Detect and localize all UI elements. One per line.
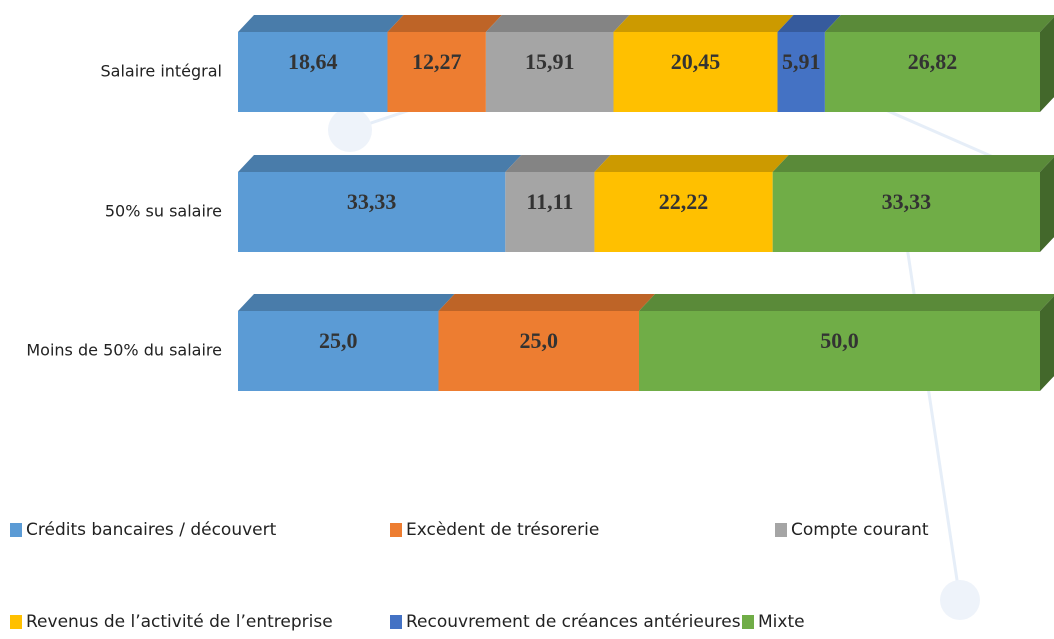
data-label: 12,27: [412, 49, 462, 74]
legend-swatch: [10, 615, 22, 629]
data-label: 11,11: [526, 189, 573, 214]
bar: [438, 311, 639, 391]
data-label: 50,0: [820, 328, 859, 353]
bar-top: [824, 15, 1054, 32]
bar-top: [438, 294, 655, 311]
data-label: 18,64: [288, 49, 338, 74]
data-label: 33,33: [882, 189, 932, 214]
bar-side: [1040, 296, 1054, 391]
legend-swatch: [775, 523, 787, 537]
bar-top: [505, 155, 611, 172]
data-label: 25,0: [319, 328, 358, 353]
legend-swatch: [742, 615, 754, 629]
legend-label: Revenus de l’activité de l’entreprise: [26, 612, 333, 632]
data-label: 26,82: [908, 49, 958, 74]
bar-side: [1040, 157, 1054, 252]
bar: [772, 172, 1040, 252]
legend-swatch: [10, 523, 22, 537]
category-label: Moins de 50% du salaire: [26, 341, 222, 360]
data-label: 20,45: [671, 49, 721, 74]
legend-label: Mixte: [758, 612, 805, 632]
data-label: 5,91: [782, 49, 821, 74]
bar: [613, 32, 778, 112]
bar: [505, 172, 595, 252]
bar: [777, 32, 825, 112]
data-label: 33,33: [347, 189, 397, 214]
bar: [824, 32, 1040, 112]
legend-label: Recouvrement de créances antérieures: [406, 612, 741, 632]
bg-line: [898, 199, 962, 601]
bar-top: [238, 15, 404, 32]
bar-top: [238, 294, 455, 311]
bar-top: [387, 15, 502, 32]
bar: [639, 311, 1040, 391]
legend-label: Excèdent de trésorerie: [406, 520, 599, 540]
bar: [387, 32, 486, 112]
data-label: 15,91: [525, 49, 575, 74]
bar: [594, 172, 773, 252]
bar-top: [613, 15, 794, 32]
bar-top: [772, 155, 1054, 172]
bar-top: [485, 15, 630, 32]
legend-swatch: [390, 523, 402, 537]
data-label: 22,22: [659, 189, 709, 214]
bar: [238, 32, 388, 112]
bar: [238, 311, 439, 391]
bar-top: [777, 15, 841, 32]
bar-top: [238, 155, 522, 172]
bg-node: [328, 108, 372, 152]
bg-node: [940, 580, 980, 620]
category-label: 50% su salaire: [105, 202, 222, 221]
bar-side: [1040, 17, 1054, 112]
legend-label: Compte courant: [791, 520, 929, 540]
legend-swatch: [390, 615, 402, 629]
bar-top: [594, 155, 789, 172]
bar: [238, 172, 506, 252]
bar: [485, 32, 614, 112]
data-label: 25,0: [520, 328, 559, 353]
category-label: Salaire intégral: [101, 62, 223, 81]
legend-label: Crédits bancaires / découvert: [26, 520, 277, 540]
bar-top: [639, 294, 1054, 311]
